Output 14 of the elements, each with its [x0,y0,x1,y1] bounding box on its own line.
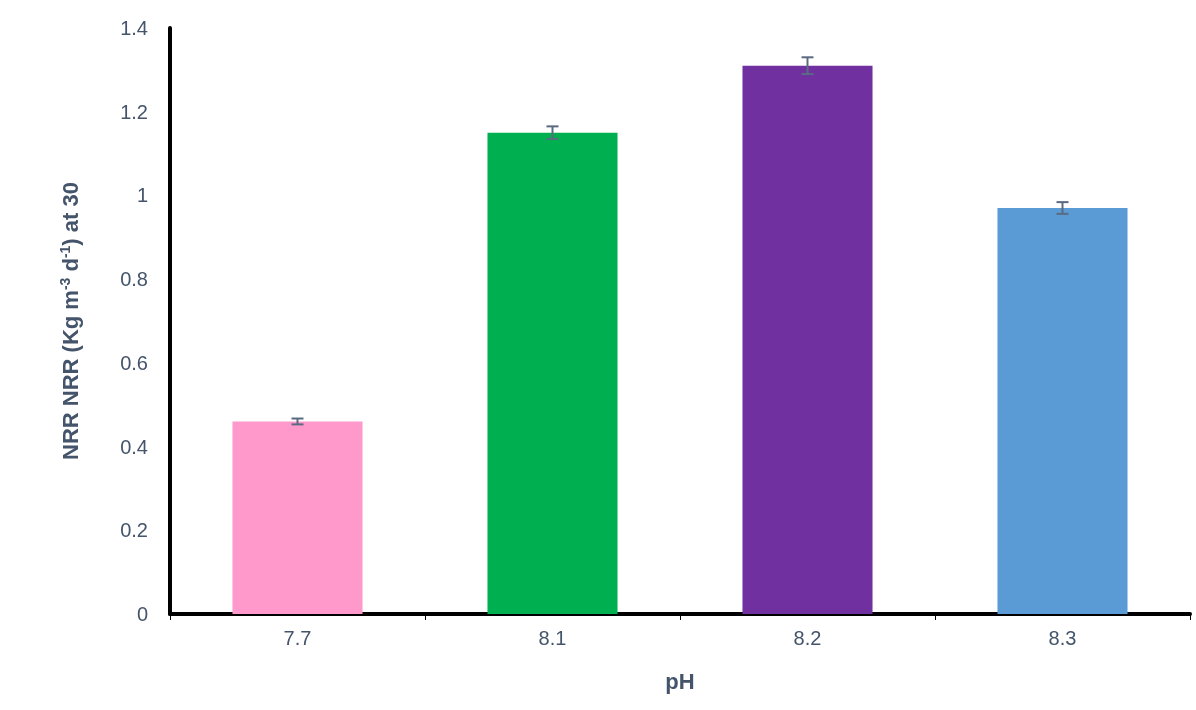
y-tick-label: 1.2 [120,100,148,123]
x-tick-label: 8.3 [1048,627,1077,649]
y-tick-label: 1 [136,184,148,207]
y-axis-title: NRR NRR (Kg m-3 d-1) at 30 [57,182,83,460]
x-tick-label: 8.2 [793,627,822,649]
y-tick-label: 1.4 [120,17,148,39]
y-tick-label: 0.6 [120,351,148,374]
x-axis-title: pH [665,668,695,694]
y-tick-label: 0.2 [120,519,148,542]
x-tick-label: 7.7 [283,627,312,649]
y-tick-label: 0.4 [120,435,148,458]
y-tick-label: 0.8 [120,268,148,291]
x-tick-label: 8.1 [538,627,567,649]
y-tick-label: 0 [136,603,148,625]
